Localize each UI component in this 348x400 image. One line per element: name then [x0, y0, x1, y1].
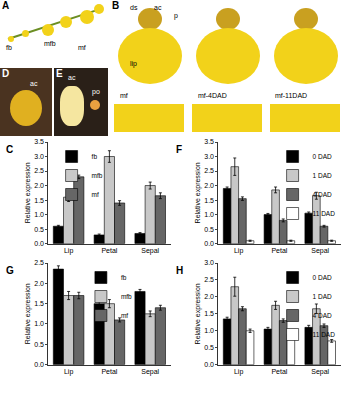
- svg-text:Sepal: Sepal: [141, 368, 159, 376]
- svg-text:1.0: 1.0: [204, 211, 214, 218]
- svg-text:11 DAD: 11 DAD: [313, 210, 336, 217]
- svg-text:Lip: Lip: [64, 247, 73, 255]
- svg-text:2.0: 2.0: [204, 182, 214, 189]
- svg-text:Relative expression: Relative expression: [194, 283, 202, 344]
- svg-text:1.0: 1.0: [34, 211, 44, 218]
- svg-text:Petal: Petal: [101, 247, 117, 254]
- svg-text:0 DAD: 0 DAD: [313, 153, 332, 160]
- svg-text:1.5: 1.5: [204, 197, 214, 204]
- html-text:B: B: [112, 0, 120, 11]
- html-text:lip: lip: [130, 60, 137, 67]
- html-text:mf-4DAD: mf-4DAD: [198, 92, 227, 99]
- svg-text:Relative expression: Relative expression: [24, 162, 32, 223]
- html-text:mf: mf: [120, 92, 128, 99]
- svg-text:G: G: [6, 265, 14, 276]
- svg-text:11 DAD: 11 DAD: [313, 331, 336, 338]
- svg-text:3.0: 3.0: [204, 153, 214, 160]
- svg-text:2.0: 2.0: [204, 293, 214, 300]
- svg-text:Petal: Petal: [101, 368, 117, 375]
- html-text:po: po: [92, 88, 100, 95]
- svg-text:2.5: 2.5: [204, 167, 214, 174]
- svg-text:1 DAD: 1 DAD: [313, 293, 332, 300]
- svg-text:Lip: Lip: [64, 368, 73, 376]
- html-text:ac: ac: [68, 74, 76, 81]
- svg-text:fb: fb: [92, 153, 98, 160]
- svg-text:Relative expression: Relative expression: [194, 162, 202, 223]
- svg-text:4 DAD: 4 DAD: [313, 191, 332, 198]
- html-text:p: p: [174, 12, 178, 19]
- svg-text:0.5: 0.5: [34, 226, 44, 233]
- html-text:A: A: [2, 0, 10, 11]
- svg-text:1.5: 1.5: [204, 310, 214, 317]
- svg-text:0.0: 0.0: [34, 361, 44, 368]
- svg-text:C: C: [6, 144, 13, 155]
- svg-text:Sepal: Sepal: [311, 368, 329, 376]
- html-text:ac: ac: [154, 4, 162, 11]
- html-text:ac: ac: [30, 80, 38, 87]
- html-text:fb: fb: [6, 44, 12, 51]
- svg-text:0.5: 0.5: [204, 344, 214, 351]
- svg-text:0.0: 0.0: [204, 240, 214, 247]
- svg-text:Sepal: Sepal: [311, 247, 329, 255]
- svg-text:1.0: 1.0: [204, 327, 214, 334]
- svg-text:3.0: 3.0: [204, 259, 214, 266]
- svg-text:2.5: 2.5: [34, 259, 44, 266]
- svg-text:0.0: 0.0: [204, 361, 214, 368]
- svg-text:Petal: Petal: [271, 247, 287, 254]
- svg-text:1.0: 1.0: [34, 320, 44, 327]
- svg-text:0.5: 0.5: [34, 341, 44, 348]
- svg-text:0 DAD: 0 DAD: [313, 274, 332, 281]
- svg-text:4 DAD: 4 DAD: [313, 312, 332, 319]
- svg-text:0.0: 0.0: [34, 240, 44, 247]
- svg-text:2.0: 2.0: [34, 182, 44, 189]
- svg-text:Lip: Lip: [234, 247, 243, 255]
- svg-text:Lip: Lip: [234, 368, 243, 376]
- svg-text:fb: fb: [121, 274, 127, 281]
- svg-text:3.0: 3.0: [34, 153, 44, 160]
- svg-text:F: F: [176, 144, 182, 155]
- svg-text:mfb: mfb: [92, 172, 103, 179]
- svg-text:mf: mf: [92, 191, 99, 198]
- html-text:E: E: [56, 68, 63, 79]
- svg-text:3.5: 3.5: [34, 138, 44, 145]
- svg-text:2.0: 2.0: [34, 280, 44, 287]
- svg-text:Petal: Petal: [271, 368, 287, 375]
- svg-text:1.5: 1.5: [34, 300, 44, 307]
- svg-text:2.5: 2.5: [204, 276, 214, 283]
- html-text:mf: mf: [78, 44, 86, 51]
- html-text:ds: ds: [130, 4, 138, 11]
- html-text:mfb: mfb: [44, 40, 56, 47]
- svg-text:1 DAD: 1 DAD: [313, 172, 332, 179]
- svg-text:3.5: 3.5: [204, 138, 214, 145]
- svg-text:1.5: 1.5: [34, 197, 44, 204]
- svg-text:Relative expression: Relative expression: [24, 283, 32, 344]
- svg-text:mf: mf: [121, 312, 128, 319]
- svg-text:0.5: 0.5: [204, 226, 214, 233]
- html-text:D: D: [2, 68, 10, 79]
- html-text:mf-11DAD: mf-11DAD: [275, 92, 308, 99]
- svg-text:Sepal: Sepal: [141, 247, 159, 255]
- svg-text:2.5: 2.5: [34, 167, 44, 174]
- svg-text:mfb: mfb: [121, 293, 132, 300]
- svg-text:H: H: [176, 265, 183, 276]
